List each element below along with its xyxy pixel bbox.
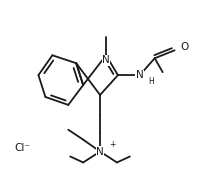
- Text: +: +: [109, 140, 115, 149]
- Text: O: O: [180, 42, 189, 52]
- Text: N: N: [136, 70, 144, 80]
- Text: H: H: [148, 77, 154, 86]
- Text: Cl⁻: Cl⁻: [15, 143, 30, 153]
- Text: N: N: [102, 55, 110, 65]
- Text: N: N: [96, 147, 104, 157]
